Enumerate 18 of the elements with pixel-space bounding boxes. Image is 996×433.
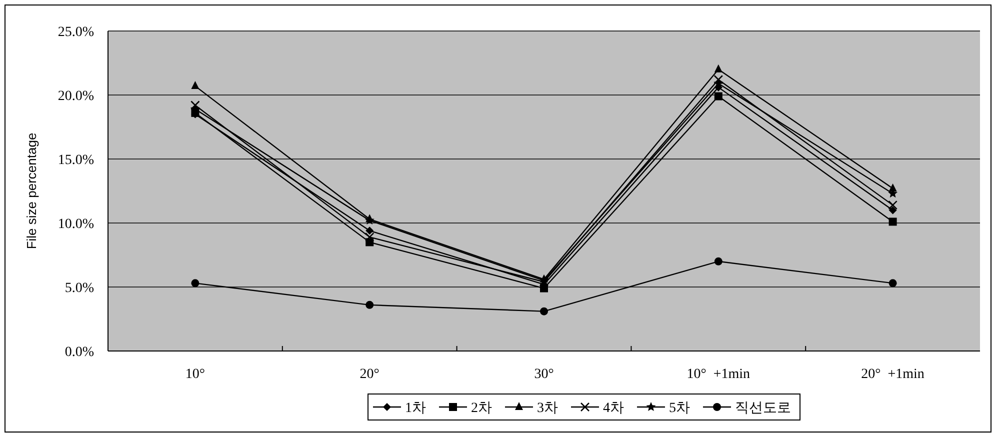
- y-tick-label: 15.0%: [58, 152, 94, 168]
- legend-label: 3차: [537, 400, 558, 416]
- legend-label: 2차: [471, 400, 492, 416]
- x-tick-label: 10°: [185, 367, 206, 382]
- x-tick-label: 20° +1min: [861, 367, 924, 382]
- y-tick-label: 20.0%: [58, 88, 94, 104]
- x-tick-label: 20°: [360, 367, 380, 382]
- y-tick-label: 25.0%: [58, 24, 94, 40]
- y-tick-label: 10.0%: [58, 216, 94, 232]
- legend-label: 1차: [405, 400, 426, 416]
- legend-label: 4차: [603, 400, 624, 416]
- y-tick-label: 0.0%: [64, 344, 94, 360]
- legend-label: 직선도로: [735, 400, 791, 416]
- x-tick-label: 30°: [534, 367, 554, 382]
- y-tick-label: 5.0%: [64, 280, 94, 296]
- x-tick-label: 10° +1min: [686, 367, 750, 382]
- legend-label: 5차: [669, 400, 690, 416]
- y-axis-title: File size percentage: [24, 132, 39, 250]
